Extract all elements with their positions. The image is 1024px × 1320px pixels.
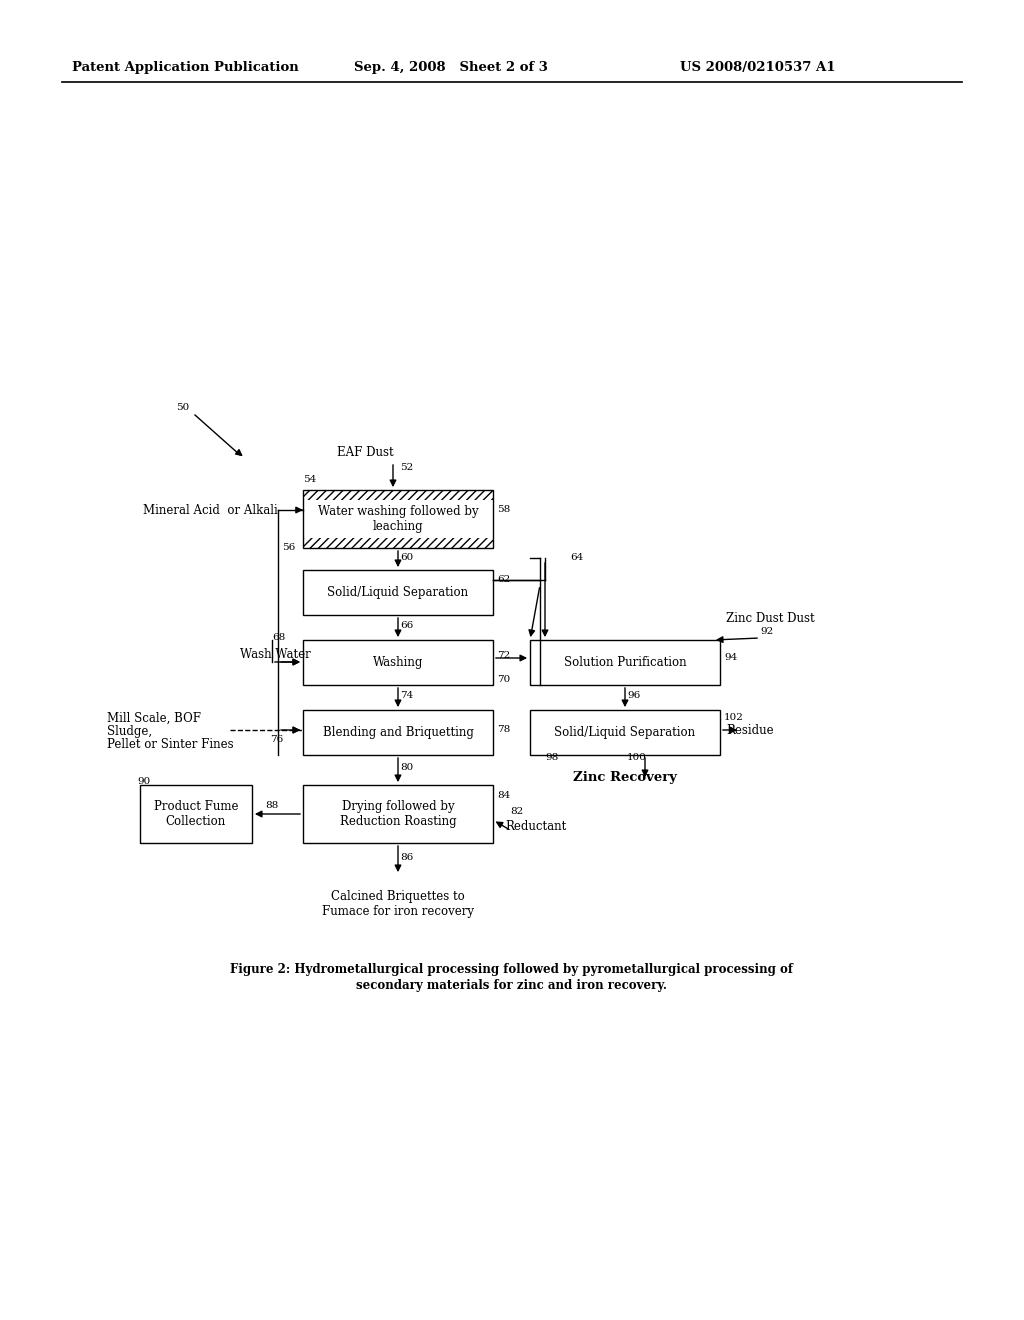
Text: Sludge,: Sludge, (106, 725, 153, 738)
Text: 62: 62 (497, 576, 510, 585)
Text: Pellet or Sinter Fines: Pellet or Sinter Fines (106, 738, 233, 751)
Text: 68: 68 (272, 634, 286, 643)
Text: Sep. 4, 2008   Sheet 2 of 3: Sep. 4, 2008 Sheet 2 of 3 (354, 61, 548, 74)
Text: Reductant: Reductant (505, 821, 566, 833)
Text: Solid/Liquid Separation: Solid/Liquid Separation (554, 726, 695, 739)
Text: 82: 82 (510, 808, 523, 817)
Text: 70: 70 (497, 676, 510, 685)
Text: Zinc Recovery: Zinc Recovery (573, 771, 677, 784)
Bar (303, 570, 493, 615)
Bar (303, 490, 493, 548)
Text: US 2008/0210537 A1: US 2008/0210537 A1 (680, 61, 836, 74)
Text: 54: 54 (303, 475, 316, 484)
Bar (530, 710, 720, 755)
Text: 94: 94 (724, 653, 737, 663)
Text: 102: 102 (724, 714, 743, 722)
Text: 58: 58 (497, 506, 510, 515)
Text: 66: 66 (400, 620, 414, 630)
Text: Solution Purification: Solution Purification (563, 656, 686, 669)
Text: Mill Scale, BOF: Mill Scale, BOF (106, 711, 201, 725)
Text: 76: 76 (270, 735, 284, 744)
Text: secondary materials for zinc and iron recovery.: secondary materials for zinc and iron re… (356, 978, 668, 991)
Text: 84: 84 (497, 791, 510, 800)
Bar (303, 640, 493, 685)
Text: Washing: Washing (373, 656, 423, 669)
Bar (303, 785, 493, 843)
Bar (303, 490, 493, 500)
Text: 56: 56 (282, 544, 295, 553)
Text: 72: 72 (497, 651, 510, 660)
Text: 90: 90 (137, 777, 151, 787)
Text: 50: 50 (176, 404, 189, 412)
Text: Residue: Residue (726, 723, 773, 737)
Text: Patent Application Publication: Patent Application Publication (72, 61, 299, 74)
Text: 52: 52 (400, 463, 414, 473)
Text: Wash Water: Wash Water (240, 648, 310, 661)
Text: 88: 88 (265, 801, 279, 810)
Text: 78: 78 (497, 726, 510, 734)
Text: 98: 98 (545, 754, 558, 763)
Text: Water washing followed by
leaching: Water washing followed by leaching (317, 506, 478, 533)
Text: 92: 92 (760, 627, 773, 636)
Text: Solid/Liquid Separation: Solid/Liquid Separation (328, 586, 469, 599)
Bar (530, 640, 720, 685)
Text: Calcined Briquettes to
Fumace for iron recovery: Calcined Briquettes to Fumace for iron r… (322, 890, 474, 917)
Text: 86: 86 (400, 854, 414, 862)
Text: 80: 80 (400, 763, 414, 772)
Text: 96: 96 (627, 692, 640, 701)
Bar (303, 537, 493, 548)
Text: EAF Dust: EAF Dust (337, 446, 393, 458)
Text: Blending and Briquetting: Blending and Briquetting (323, 726, 473, 739)
Text: Mineral Acid  or Alkali: Mineral Acid or Alkali (143, 503, 278, 516)
Text: 100: 100 (627, 754, 647, 763)
Text: Product Fume
Collection: Product Fume Collection (154, 800, 239, 828)
Text: Figure 2: Hydrometallurgical processing followed by pyrometallurgical processing: Figure 2: Hydrometallurgical processing … (230, 964, 794, 977)
Bar (140, 785, 252, 843)
Text: 74: 74 (400, 690, 414, 700)
Bar (303, 710, 493, 755)
Text: 60: 60 (400, 553, 414, 562)
Text: Drying followed by
Reduction Roasting: Drying followed by Reduction Roasting (340, 800, 457, 828)
Text: Zinc Dust Dust: Zinc Dust Dust (726, 611, 815, 624)
Text: 64: 64 (570, 553, 584, 562)
